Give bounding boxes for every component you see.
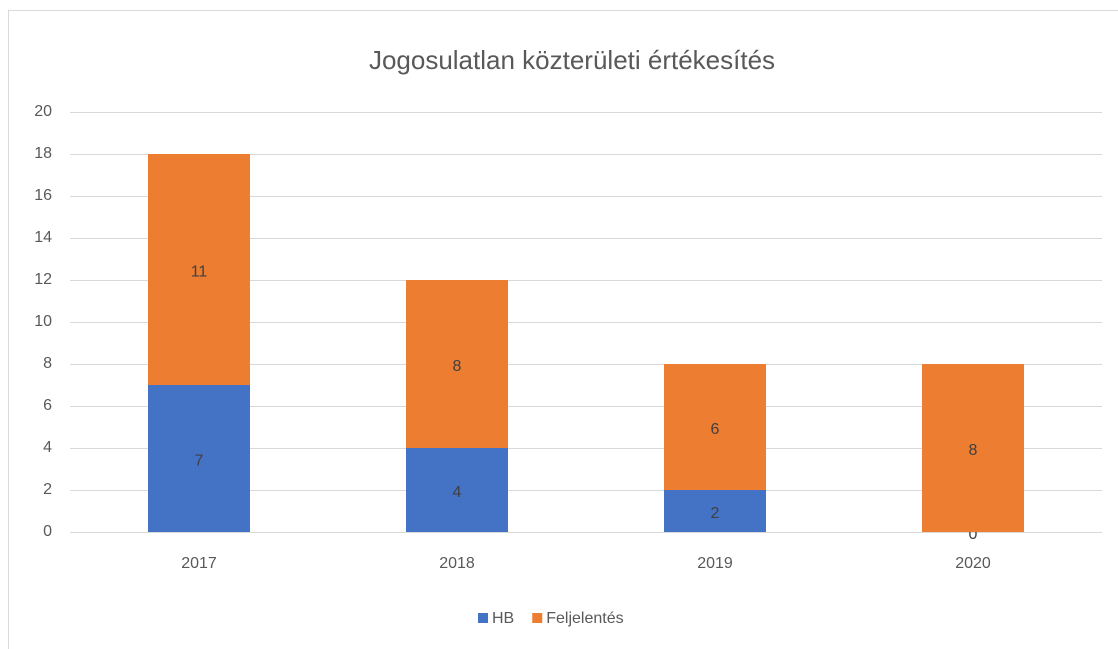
legend-swatch [532, 613, 543, 623]
legend-swatch [478, 613, 488, 623]
x-tick-label: 2018 [439, 555, 475, 572]
bar-segment [664, 490, 766, 532]
legend-label: Feljelentés [546, 610, 623, 627]
y-tick-label: 6 [43, 397, 52, 414]
y-tick-label: 14 [34, 229, 52, 246]
data-label: 8 [969, 442, 978, 459]
data-label: 0 [969, 526, 978, 543]
y-tick-label: 16 [34, 187, 52, 204]
y-tick-label: 4 [43, 439, 52, 456]
y-tick-label: 8 [43, 355, 52, 372]
x-tick-label: 2017 [181, 555, 217, 572]
y-tick-label: 12 [34, 271, 52, 288]
data-label: 4 [453, 484, 462, 501]
data-label: 7 [195, 453, 204, 470]
bar-segment [664, 364, 766, 490]
data-label: 8 [453, 358, 462, 375]
data-label: 11 [191, 264, 208, 281]
bar-segment [406, 448, 508, 532]
legend-label: HB [492, 610, 514, 627]
bar-segment [148, 154, 250, 385]
chart-title: Jogosulatlan közterületi értékesítés [369, 45, 775, 75]
bar-segment [406, 280, 508, 448]
y-tick-label: 18 [34, 145, 52, 162]
y-tick-label: 20 [34, 103, 52, 120]
bar-segment [148, 385, 250, 532]
y-tick-label: 0 [43, 523, 52, 540]
data-label: 2 [711, 505, 720, 522]
x-tick-label: 2020 [955, 555, 991, 572]
x-tick-label: 2019 [697, 555, 733, 572]
bar-segment [922, 364, 1024, 532]
y-tick-label: 10 [34, 313, 52, 330]
data-label: 6 [711, 421, 720, 438]
y-tick-label: 2 [43, 481, 52, 498]
